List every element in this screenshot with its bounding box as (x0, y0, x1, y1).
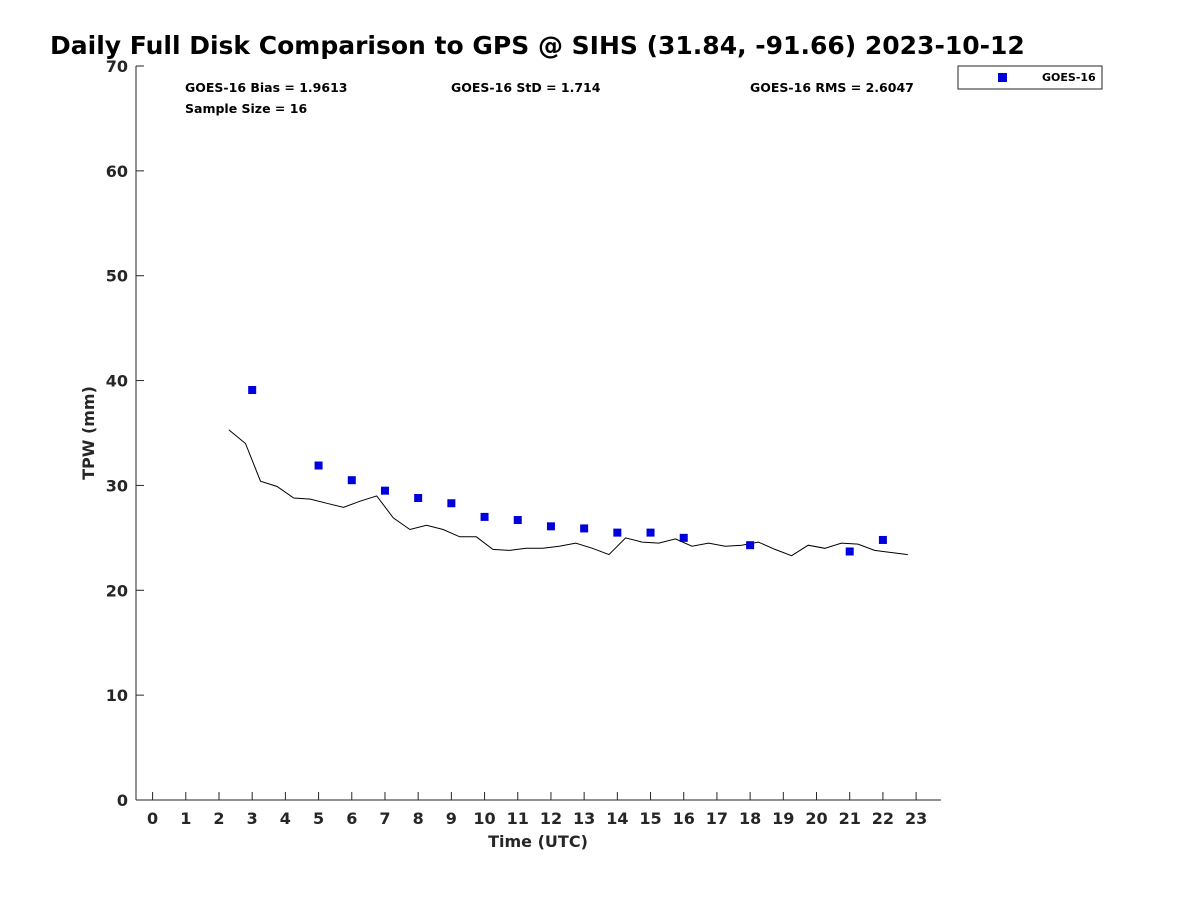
goes16-data-point (380, 486, 389, 495)
x-tick-label: 2 (213, 809, 224, 828)
x-tick-label: 11 (507, 809, 529, 828)
y-tick-label: 60 (106, 162, 128, 181)
x-tick-label: 12 (540, 809, 562, 828)
y-tick-label: 40 (106, 372, 128, 391)
x-tick-label: 15 (639, 809, 661, 828)
goes16-data-point (248, 386, 257, 395)
y-tick-label: 70 (106, 57, 128, 76)
x-tick-label: 14 (606, 809, 628, 828)
series-layer (228, 386, 908, 557)
goes16-data-point (613, 528, 622, 537)
goes16-data-point (347, 476, 356, 485)
goes16-data-point (480, 512, 489, 521)
goes16-data-point (414, 494, 423, 503)
y-tick-label: 30 (106, 476, 128, 495)
x-tick-label: 10 (473, 809, 495, 828)
y-axis-label: TPW (mm) (79, 386, 98, 480)
bias-stat: GOES-16 Bias = 1.9613 (185, 80, 347, 95)
x-tick-label: 17 (706, 809, 728, 828)
x-tick-label: 3 (247, 809, 258, 828)
goes16-data-point (646, 528, 655, 537)
x-tick-label: 16 (673, 809, 695, 828)
goes16-data-point (746, 541, 755, 550)
y-tick-label: 0 (117, 791, 128, 810)
x-tick-label: 13 (573, 809, 595, 828)
x-tick-label: 7 (379, 809, 390, 828)
sample-size-stat: Sample Size = 16 (185, 101, 307, 116)
goes16-data-point (546, 522, 555, 531)
x-tick-label: 9 (446, 809, 457, 828)
rms-stat: GOES-16 RMS = 2.6047 (750, 80, 914, 95)
x-tick-label: 22 (872, 809, 894, 828)
chart-title: Daily Full Disk Comparison to GPS @ SIHS… (50, 31, 1025, 60)
x-tick-label: 18 (739, 809, 761, 828)
y-tick-label: 20 (106, 581, 128, 600)
x-tick-label: 0 (147, 809, 158, 828)
x-axis-ticks: 0 1 2 3 4 5 6 7 8 9 10 11 12 13 14 15 16 17 18 19 20 21 22 23 (147, 792, 927, 828)
legend: GOES-16 (957, 65, 1103, 90)
legend-box (957, 65, 1103, 90)
x-tick-label: 6 (346, 809, 357, 828)
y-axis-ticks: 0 10 20 30 40 50 60 70 (106, 57, 144, 810)
x-axis-label: Time (UTC) (488, 832, 588, 851)
goes16-data-point (580, 524, 589, 533)
x-tick-label: 20 (805, 809, 827, 828)
x-tick-label: 8 (413, 809, 424, 828)
goes16-data-point (314, 461, 323, 470)
plot-area: 0 1 2 3 4 5 6 7 8 9 10 11 12 13 14 15 16 17 18 19 20 21 22 23 0… (106, 57, 941, 828)
x-tick-label: 4 (280, 809, 291, 828)
gps-tpw-line (228, 429, 908, 557)
legend-marker-goes16 (998, 73, 1007, 82)
goes16-data-point (878, 535, 887, 544)
y-tick-label: 10 (106, 686, 128, 705)
x-tick-label: 19 (772, 809, 794, 828)
y-tick-label: 50 (106, 267, 128, 286)
x-tick-label: 1 (180, 809, 191, 828)
goes16-data-point (845, 547, 854, 556)
std-stat: GOES-16 StD = 1.714 (451, 80, 601, 95)
goes16-data-point (513, 516, 522, 525)
statistics-block: GOES-16 Bias = 1.9613 GOES-16 StD = 1.71… (185, 80, 914, 116)
x-tick-label: 5 (313, 809, 324, 828)
goes16-data-point (447, 499, 456, 508)
x-tick-label: 21 (839, 809, 861, 828)
x-tick-label: 23 (905, 809, 927, 828)
goes16-data-point (679, 533, 688, 542)
legend-label-goes16: GOES-16 (1042, 71, 1096, 84)
